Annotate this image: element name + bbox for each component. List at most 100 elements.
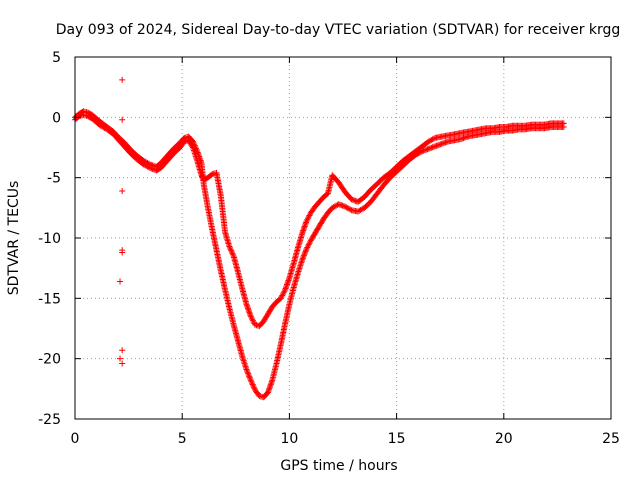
x-tick-label: 5 <box>178 431 187 447</box>
data-point <box>301 251 308 258</box>
data-point <box>143 162 150 169</box>
data-point <box>208 171 215 178</box>
data-point <box>301 249 308 256</box>
data-point <box>100 124 107 131</box>
data-point <box>355 208 362 215</box>
x-axis-label: GPS time / hours <box>280 458 397 474</box>
data-point <box>251 385 258 392</box>
x-tick-label: 20 <box>495 431 513 447</box>
data-point <box>99 123 106 130</box>
data-point <box>250 384 257 391</box>
data-point <box>279 291 286 298</box>
data-point <box>97 122 104 129</box>
data-point <box>342 203 349 210</box>
data-point <box>119 76 126 83</box>
data-point <box>140 161 147 168</box>
data-point <box>246 373 253 380</box>
data-point <box>304 215 311 222</box>
data-point <box>304 243 311 250</box>
data-point <box>303 247 310 254</box>
data-point <box>278 293 285 300</box>
data-point <box>229 250 236 257</box>
data-point <box>117 355 124 362</box>
x-tick-label: 10 <box>280 431 298 447</box>
data-point <box>343 204 350 211</box>
data-point <box>245 370 252 377</box>
data-point <box>119 187 126 194</box>
data-point <box>279 292 286 299</box>
data-point <box>305 213 312 220</box>
data-point <box>247 376 254 383</box>
data-point <box>306 212 313 219</box>
data-point <box>304 244 311 251</box>
data-point <box>429 136 436 143</box>
data-point <box>300 254 307 261</box>
data-point <box>250 382 257 389</box>
y-tick-label: -15 <box>38 291 61 307</box>
data-point <box>243 366 250 373</box>
data-point <box>119 360 126 367</box>
data-point <box>304 216 311 223</box>
data-point <box>428 137 435 144</box>
data-point <box>119 116 126 123</box>
data-point <box>307 238 314 245</box>
y-tick-labels: 5 0 -5 -10 -15 -20 -25 <box>38 50 61 428</box>
data-point <box>425 138 432 145</box>
data-point <box>248 314 255 321</box>
x-tick-labels: 0 5 10 15 20 25 <box>71 431 620 447</box>
data-point <box>247 377 254 384</box>
y-tick-label: -25 <box>38 412 61 428</box>
data-point <box>331 203 338 210</box>
data-point <box>357 207 364 214</box>
data-point <box>250 319 257 326</box>
y-axis-label: SDTVAR / TECUs <box>6 181 22 296</box>
data-point <box>303 245 310 252</box>
data-point <box>228 247 235 254</box>
data-point <box>228 248 235 255</box>
grid <box>75 57 611 419</box>
data-point <box>244 369 251 376</box>
data-point <box>227 246 234 253</box>
data-point <box>119 347 126 354</box>
data-point <box>249 316 256 323</box>
data-point <box>560 120 567 127</box>
y-tick-label: 5 <box>52 50 61 66</box>
data-point <box>189 143 196 150</box>
data-point <box>230 251 237 258</box>
x-tick-label: 0 <box>71 431 80 447</box>
data-point <box>249 381 256 388</box>
data-point <box>347 206 354 213</box>
data-point <box>117 278 124 285</box>
data-point <box>247 313 254 320</box>
data-point <box>249 380 256 387</box>
data-point <box>358 206 365 213</box>
data-point <box>299 256 306 263</box>
data-point <box>245 371 252 378</box>
data-points <box>72 76 567 401</box>
data-point <box>300 252 307 259</box>
data-point <box>346 205 353 212</box>
y-tick-label: 0 <box>52 110 61 126</box>
x-tick-label: 15 <box>388 431 406 447</box>
data-point <box>299 255 306 262</box>
data-point <box>280 289 287 296</box>
data-point <box>226 244 233 251</box>
data-point <box>119 249 126 256</box>
data-point <box>333 202 340 209</box>
data-point <box>430 135 437 142</box>
y-tick-label: -10 <box>38 231 61 247</box>
data-point <box>277 295 284 302</box>
data-point <box>330 204 337 211</box>
data-point <box>344 205 351 212</box>
plot-frame <box>74 56 612 420</box>
data-point <box>248 378 255 385</box>
data-point <box>281 288 288 295</box>
y-tick-label: -5 <box>47 171 61 187</box>
data-point <box>249 317 256 324</box>
data-point <box>306 240 313 247</box>
data-point <box>303 218 310 225</box>
data-point <box>244 367 251 374</box>
y-tick-label: -20 <box>38 352 61 368</box>
data-point <box>356 207 363 214</box>
